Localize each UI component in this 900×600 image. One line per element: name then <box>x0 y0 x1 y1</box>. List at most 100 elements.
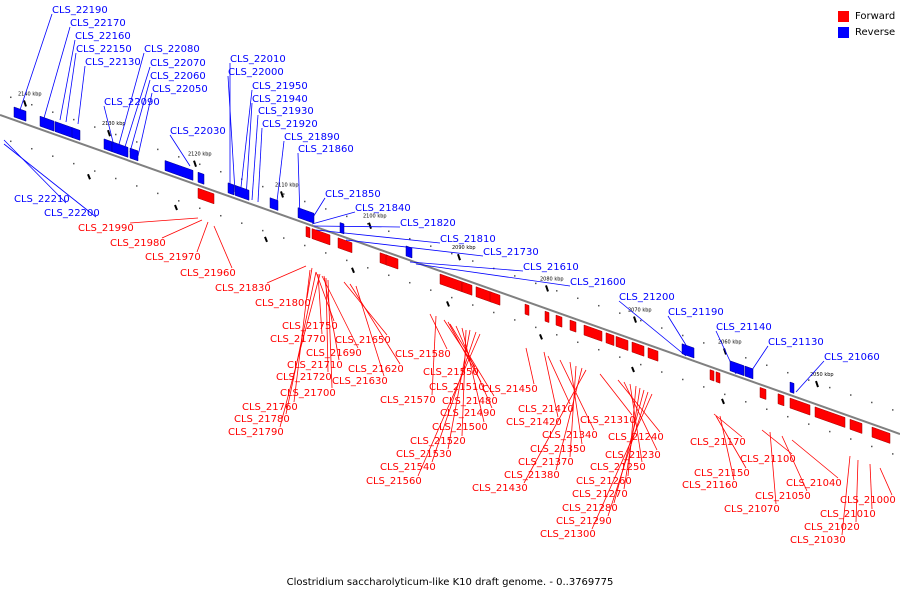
forward-gene <box>605 332 615 346</box>
forward-gene-label: CLS_21570 <box>380 395 436 406</box>
guide-dot <box>115 133 117 136</box>
reverse-gene-label: CLS_22130 <box>85 57 141 68</box>
forward-gene <box>777 393 785 407</box>
guide-dot <box>199 163 201 166</box>
guide-dot <box>598 304 600 307</box>
guide-dot <box>241 222 243 224</box>
kbp-tick <box>721 398 725 405</box>
forward-gene-label: CLS_21710 <box>287 360 343 371</box>
forward-leader <box>629 383 643 463</box>
reverse-gene-label: CLS_21850 <box>325 189 381 200</box>
genome-backbone <box>0 114 900 435</box>
guide-dot <box>703 386 705 388</box>
reverse-gene <box>39 115 55 132</box>
page-caption: Clostridium saccharolyticum-like K10 dra… <box>286 577 614 588</box>
guide-dot <box>157 148 159 151</box>
guide-dot <box>598 348 600 351</box>
forward-leader <box>569 361 583 445</box>
kbp-tick <box>280 191 284 198</box>
guide-dot <box>787 415 789 418</box>
forward-gene-label: CLS_21310 <box>580 415 636 426</box>
guide-dot <box>94 170 96 172</box>
reverse-leader <box>409 261 524 272</box>
reverse-gene <box>297 207 315 224</box>
guide-dot <box>262 185 264 188</box>
reverse-leader <box>257 127 263 203</box>
reverse-gene <box>789 381 795 394</box>
guide-dot <box>346 259 348 262</box>
reverse-gene-label: CLS_21810 <box>440 234 496 245</box>
reverse-gene-label: CLS_22160 <box>75 31 131 42</box>
reverse-gene <box>744 365 754 380</box>
forward-leader <box>161 219 203 239</box>
guide-dot <box>283 193 285 195</box>
forward-gene-label: CLS_21410 <box>518 404 574 415</box>
guide-dot <box>640 319 642 322</box>
forward-leader <box>599 373 633 416</box>
reverse-gene <box>197 171 205 185</box>
reverse-leader <box>59 39 76 121</box>
guide-dot <box>535 326 537 329</box>
legend-label-forward: Forward <box>855 10 896 22</box>
forward-leader <box>429 313 448 350</box>
forward-gene-label: CLS_21000 <box>840 495 896 506</box>
forward-leader <box>285 271 317 415</box>
guide-dot <box>115 177 117 180</box>
forward-leader <box>607 391 649 517</box>
forward-leader <box>455 325 493 409</box>
guide-dot <box>430 245 432 247</box>
guide-dot <box>703 342 705 344</box>
kbp-tick <box>87 173 91 180</box>
forward-leader <box>547 355 571 405</box>
reverse-gene-label: CLS_21860 <box>298 144 354 155</box>
forward-leader <box>869 463 873 510</box>
forward-gene <box>759 387 767 400</box>
reverse-leader <box>245 102 253 199</box>
guide-dot <box>514 275 516 277</box>
forward-gene-label: CLS_21290 <box>556 516 612 527</box>
forward-leader <box>431 315 437 396</box>
reverse-gene-label: CLS_22200 <box>44 208 100 219</box>
forward-gene <box>615 335 629 351</box>
kbp-tick <box>545 285 549 292</box>
forward-gene-label: CLS_21040 <box>786 478 842 489</box>
kbp-tick-label: 2140 kbp <box>18 91 42 97</box>
reverse-leader <box>123 66 151 151</box>
kbp-tick <box>457 253 461 261</box>
forward-gene <box>569 319 577 333</box>
forward-gene <box>871 426 891 444</box>
reverse-gene <box>129 147 139 162</box>
reverse-gene <box>269 197 279 211</box>
guide-dot <box>514 319 516 321</box>
guide-dot <box>829 386 831 389</box>
reverse-leader <box>19 13 53 111</box>
forward-gene-label: CLS_21510 <box>429 382 485 393</box>
kbp-tick <box>539 334 543 340</box>
forward-leader <box>417 333 481 477</box>
guide-dot <box>73 118 75 121</box>
guide-dot <box>388 230 390 233</box>
forward-gene-label: CLS_21700 <box>280 388 336 399</box>
guide-dot <box>724 393 726 396</box>
forward-gene <box>197 187 215 205</box>
reverse-gene-label: CLS_21200 <box>619 292 675 303</box>
reverse-leader <box>137 92 153 157</box>
forward-leader <box>523 369 587 484</box>
guide-dot <box>451 252 453 255</box>
forward-gene-label: CLS_21170 <box>690 437 746 448</box>
reverse-gene <box>681 343 695 359</box>
guide-dot <box>31 147 33 150</box>
forward-leader <box>327 279 333 389</box>
kbp-tick <box>351 267 355 274</box>
forward-leader <box>791 439 839 479</box>
forward-leader <box>713 413 743 438</box>
guide-dot <box>94 126 96 128</box>
forward-gene <box>789 397 811 416</box>
guide-dot <box>871 445 873 448</box>
reverse-swatch <box>838 26 849 38</box>
forward-leader <box>855 459 859 523</box>
guide-dot <box>220 170 222 173</box>
forward-gene-label: CLS_21280 <box>562 503 618 514</box>
forward-gene-label: CLS_21450 <box>482 384 538 395</box>
